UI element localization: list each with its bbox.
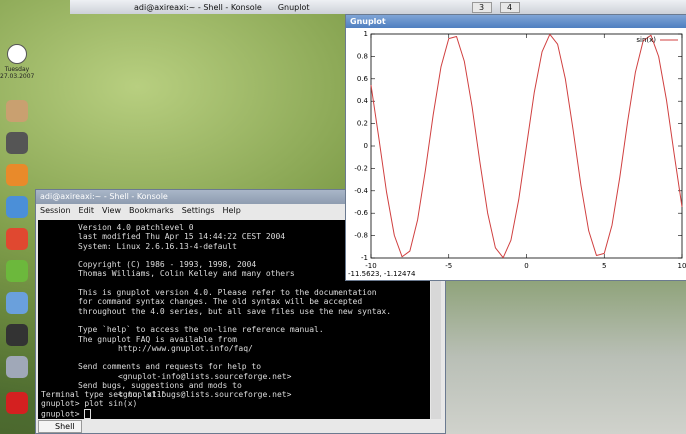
y-tick-label: 1 — [364, 30, 368, 38]
line: throughout the 4.0 series, but all save … — [78, 307, 430, 316]
session: Terminal type set to 'x11' gnuplot> plot… — [41, 390, 166, 419]
line: The gnuplot FAQ is available from — [78, 335, 430, 344]
status-text: -11.5623, -1.12474 — [348, 270, 416, 278]
launcher-icon[interactable] — [6, 392, 28, 414]
launcher-icon[interactable] — [6, 228, 28, 250]
series-line — [371, 34, 682, 257]
y-tick-label: -0.6 — [354, 209, 368, 217]
clock-date: 27.03.2007 — [0, 73, 34, 80]
line: Send comments and requests for help to — [78, 362, 430, 371]
menu-item[interactable]: Session — [40, 204, 71, 218]
launcher-icon[interactable] — [6, 196, 28, 218]
x-tick-label: 5 — [602, 262, 606, 270]
y-tick-label: 0.6 — [357, 75, 369, 83]
y-tick-label: -0.8 — [354, 232, 368, 240]
wallpaper — [444, 280, 686, 434]
line: Type `help` to access the on-line refere… — [78, 325, 430, 334]
line: gnuplot> plot sin(x) — [41, 399, 166, 408]
menu-item[interactable]: Settings — [182, 204, 215, 218]
y-tick-label: 0 — [364, 142, 368, 150]
y-tick-label: -1 — [361, 254, 368, 262]
menu-item[interactable]: Help — [223, 204, 241, 218]
launcher-icon[interactable] — [6, 100, 28, 122]
x-tick-label: -10 — [365, 262, 376, 270]
y-tick-label: 0.8 — [357, 52, 368, 60]
x-tick-label: -5 — [445, 262, 452, 270]
paragraph: Type `help` to access the on-line refere… — [78, 325, 430, 353]
task-button[interactable]: Gnuplot — [274, 3, 314, 12]
line: Send bugs, suggestions and mods to — [78, 381, 430, 390]
line: http://www.gnuplot.info/faq/ — [78, 344, 430, 353]
y-tick-label: -0.4 — [354, 187, 368, 195]
clock-face — [7, 44, 27, 64]
line: Terminal type set to 'x11' — [41, 390, 166, 399]
window-title: Gnuplot — [346, 15, 686, 28]
page: {"taskbar": {"tasks": ["adi@axireaxi:~ -… — [0, 0, 686, 434]
launcher-icon[interactable] — [6, 324, 28, 346]
launcher-icon[interactable] — [6, 164, 28, 186]
y-tick-label: 0.2 — [357, 120, 368, 128]
menu-item[interactable]: View — [102, 204, 121, 218]
cursor — [84, 409, 91, 419]
line: This is gnuplot version 4.0. Please refe… — [78, 288, 430, 297]
tab[interactable]: Shell — [38, 420, 82, 433]
y-tick-label: -0.2 — [354, 164, 368, 172]
line: <gnuplot-info@lists.sourceforge.net> — [78, 372, 430, 381]
launcher-icon[interactable] — [6, 292, 28, 314]
menu-item[interactable]: Bookmarks — [129, 204, 174, 218]
line: gnuplot> — [41, 409, 166, 419]
desktop-button[interactable]: 3 — [472, 2, 492, 13]
prompt: gnuplot> — [41, 409, 80, 418]
desktop-button[interactable]: 4 — [500, 2, 520, 13]
launcher-icon[interactable] — [6, 356, 28, 378]
clock-day: Tuesday — [0, 66, 34, 73]
task-button[interactable]: adi@axireaxi:~ - Shell - Konsole — [130, 3, 266, 12]
launcher-icon[interactable] — [6, 132, 28, 154]
sidebar: Tuesday 27.03.2007 — [0, 14, 33, 434]
y-tick-label: 0.4 — [357, 97, 369, 105]
menu-item[interactable]: Edit — [79, 204, 95, 218]
clock: Tuesday 27.03.2007 — [0, 44, 34, 80]
x-tick-label: 0 — [524, 262, 528, 270]
desktop: adi@axireaxi:~ - Shell - Konsole Gnuplot… — [0, 0, 686, 434]
taskbar: adi@axireaxi:~ - Shell - Konsole Gnuplot… — [70, 0, 686, 14]
x-tick-label: 10 — [678, 262, 686, 270]
line: for command syntax changes. The old synt… — [78, 297, 430, 306]
paragraph: This is gnuplot version 4.0. Please refe… — [78, 288, 430, 316]
legend-label: sin(x) — [636, 36, 656, 44]
launcher-icon[interactable] — [6, 260, 28, 282]
chart: -11.5623, -1.12474 -1 -0.8 -0.6 -0.4 -0.2 0 0.… — [346, 28, 686, 280]
gnuplot-window: Gnuplot -11.5623, -1.12474 -1 -0.8 -0.6 -0.… — [345, 14, 686, 281]
